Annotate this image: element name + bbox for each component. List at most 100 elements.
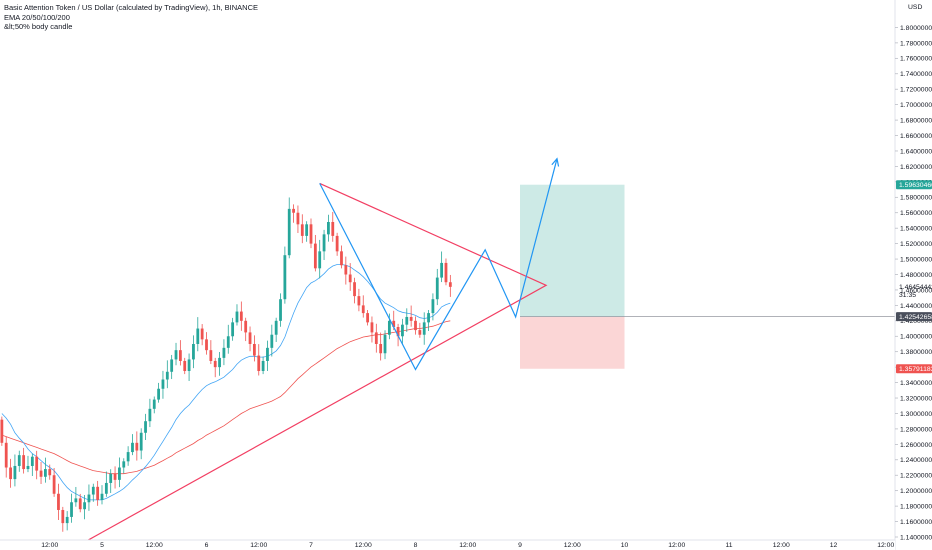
candle-body: [144, 421, 147, 433]
x-tick-label: 6: [205, 542, 209, 549]
y-tick-label: 1.30000000: [900, 411, 932, 418]
candle-body: [409, 316, 413, 321]
projection-path: [319, 158, 558, 371]
price-tag-label: 1.42542658: [899, 314, 932, 321]
x-tick-label: 7: [309, 542, 313, 549]
indicator-label: EMA 20/50/100/200: [4, 12, 70, 22]
candle-body: [157, 388, 161, 400]
candle-body: [22, 455, 26, 470]
candle-body: [274, 320, 278, 335]
candle-body: [9, 467, 12, 480]
candle-body: [392, 320, 396, 327]
y-tick-label: 1.18000000: [900, 504, 932, 511]
candle-body: [444, 262, 448, 283]
candles: [0, 197, 452, 532]
price-tag-label: 1.46454442: [899, 284, 932, 291]
candle-body: [118, 467, 121, 480]
candle-body: [152, 399, 156, 409]
candle-body: [344, 265, 348, 275]
candle-body: [35, 456, 39, 471]
candle-body: [205, 339, 208, 351]
candle-body: [104, 482, 108, 494]
y-tick-label: 1.70000000: [900, 102, 932, 109]
position-boxes: [520, 184, 895, 369]
candle-body: [357, 296, 361, 306]
candle-body: [309, 224, 313, 244]
candle-body: [196, 328, 200, 344]
candle-body: [148, 408, 152, 422]
candle-body: [135, 442, 139, 451]
candle-body: [61, 509, 65, 524]
candle-body: [327, 222, 330, 235]
candle-body: [30, 456, 34, 466]
candle-body: [139, 432, 143, 451]
candle-body: [257, 355, 261, 372]
candle-body: [13, 465, 17, 480]
candle-body: [239, 311, 243, 321]
candle-body: [322, 234, 326, 252]
x-tick-label: 12:00: [41, 542, 58, 549]
candle-body: [414, 320, 417, 331]
candle-body: [387, 320, 391, 335]
candle-body: [96, 486, 100, 500]
candle-body: [335, 235, 339, 252]
candle-body: [113, 473, 117, 480]
candle-body: [305, 224, 309, 236]
candle-body: [396, 327, 400, 337]
candle-body: [248, 332, 252, 344]
y-tick-label: 1.22000000: [900, 473, 932, 480]
candle-body: [340, 251, 343, 266]
price-axis[interactable]: USD 1.80000000 1.78000000 1.76000000 1.74000…: [894, 0, 932, 550]
candle-body: [100, 493, 104, 500]
y-tick-label: 1.24000000: [900, 457, 932, 464]
candle-body: [318, 251, 322, 269]
time-axis[interactable]: 12:00 5 12:00 6 12:00 7 12:00 8 12:00 9 12:00 10 12:…: [0, 539, 895, 550]
y-tick-label: 1.14000000: [900, 534, 932, 541]
candle-body: [165, 371, 169, 380]
candle-body: [374, 332, 378, 344]
y-tick-label: 1.72000000: [900, 87, 932, 94]
candle-body: [0, 419, 4, 443]
candle-body: [39, 470, 43, 477]
candle-body: [209, 350, 213, 361]
y-tick-label: 1.44000000: [900, 303, 932, 310]
price-tag-bg: [896, 364, 932, 374]
x-tick-label: 12:00: [459, 542, 476, 549]
y-tick-label: 1.66000000: [900, 133, 932, 140]
price-tag-label: 1.35791183: [899, 366, 932, 373]
loss-zone: [520, 316, 625, 369]
candle-body: [178, 350, 182, 361]
candle-body: [405, 316, 409, 325]
candle-body: [91, 486, 95, 495]
candle-body: [213, 360, 217, 368]
ema-lines: [1, 264, 451, 501]
candle-body: [192, 343, 195, 360]
candle-body: [65, 516, 69, 524]
candle-body: [170, 359, 174, 372]
candle-body: [87, 494, 91, 503]
y-tick-label: 1.28000000: [900, 426, 932, 433]
candle-note: &lt;50% body candle: [4, 22, 73, 31]
candle-body: [244, 320, 248, 333]
triangle-pattern: [101, 182, 548, 533]
y-tick-label: 1.34000000: [900, 380, 932, 387]
profit-zone: [520, 184, 625, 317]
candle-body: [266, 347, 269, 361]
candle-body: [348, 274, 352, 283]
candle-body: [200, 328, 204, 340]
candle-body: [26, 465, 30, 470]
candle-body: [235, 311, 239, 323]
y-tick-label: 1.52000000: [900, 241, 932, 248]
candle-body: [361, 305, 365, 314]
candle-body: [366, 313, 370, 323]
y-tick-label: 1.48000000: [900, 272, 932, 279]
y-tick-label: 1.64000000: [900, 148, 932, 155]
candle-body: [226, 336, 230, 348]
arrow-head: [551, 157, 560, 167]
candle-body: [427, 313, 430, 323]
candle-body: [287, 208, 291, 256]
candle-body: [222, 347, 226, 358]
x-tick-label: 12:00: [250, 542, 267, 549]
x-tick-label: 12:00: [146, 542, 163, 549]
